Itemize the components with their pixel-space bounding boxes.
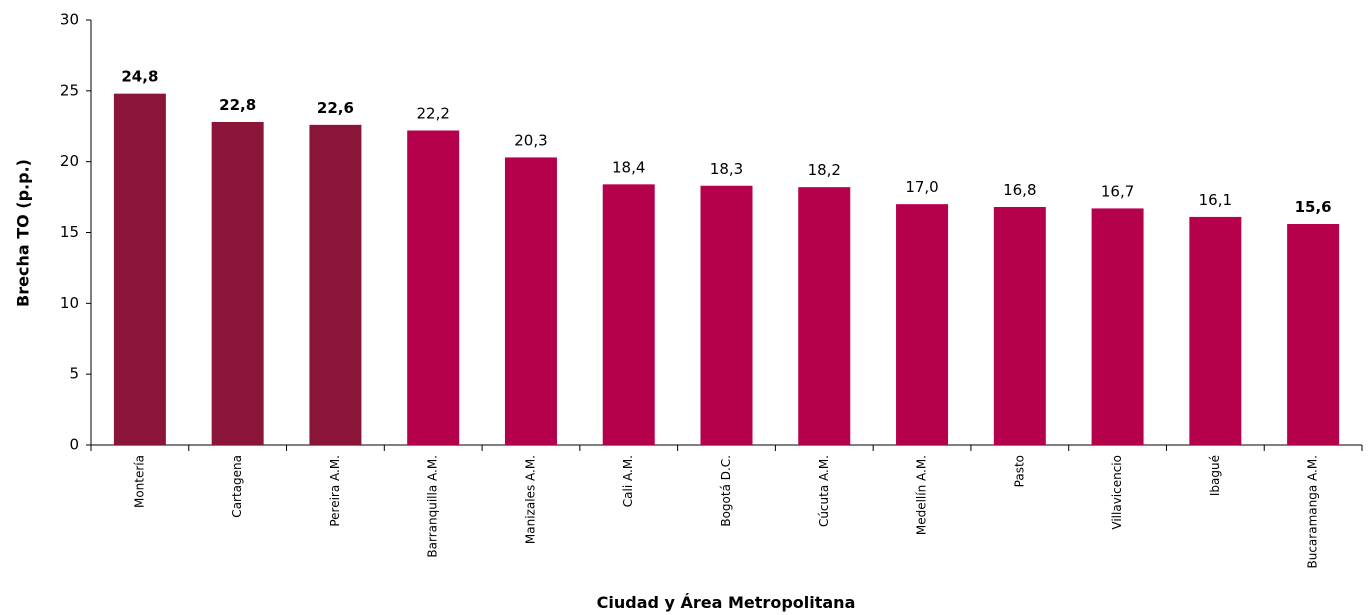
x-tick-label: Manizales A.M. <box>523 455 537 544</box>
y-tick-label: 20 <box>60 152 79 170</box>
x-tick-label: Bogotá D.C. <box>719 455 733 527</box>
bar <box>1189 216 1242 445</box>
y-tick-label: 25 <box>60 81 79 99</box>
x-axis-title: Ciudad y Área Metropolitana <box>597 593 856 612</box>
value-label: 18,4 <box>612 158 645 176</box>
value-label: 17,0 <box>905 178 938 196</box>
value-label: 22,8 <box>219 96 256 114</box>
x-tick-label: Pasto <box>1012 455 1026 487</box>
y-tick-label: 0 <box>69 436 79 454</box>
value-label: 22,2 <box>416 105 449 123</box>
bar <box>407 130 460 445</box>
value-label: 18,2 <box>808 161 841 179</box>
value-label: 24,8 <box>121 68 158 86</box>
bar <box>896 204 949 445</box>
x-tick-label: Pereira A.M. <box>328 455 342 527</box>
value-label: 18,3 <box>710 160 743 178</box>
bar <box>504 157 557 445</box>
x-tick-label: Montería <box>132 455 146 508</box>
bar <box>798 187 851 445</box>
value-label: 22,6 <box>317 99 354 117</box>
x-tick-label: Ibagué <box>1208 455 1222 496</box>
y-tick-label: 5 <box>69 365 79 383</box>
x-tick-label: Cúcuta A.M. <box>817 455 831 527</box>
bar <box>1091 208 1144 445</box>
value-label: 16,1 <box>1199 191 1232 209</box>
x-tick-label: Bucaramanga A.M. <box>1306 455 1320 569</box>
value-label: 20,3 <box>514 131 547 149</box>
y-tick-label: 30 <box>60 11 79 29</box>
bar <box>1287 224 1340 445</box>
value-label: 16,7 <box>1101 182 1134 200</box>
bar <box>993 207 1046 445</box>
y-tick-label: 15 <box>60 223 79 241</box>
value-label: 16,8 <box>1003 181 1036 199</box>
bar <box>309 124 362 445</box>
x-tick-label: Barranquilla A.M. <box>426 455 440 558</box>
x-tick-label: Medellín A.M. <box>915 455 929 535</box>
y-axis-title: Brecha TO (p.p.) <box>14 159 33 307</box>
bar <box>700 185 753 445</box>
x-tick-label: Cartagena <box>230 455 244 518</box>
x-tick-label: Cali A.M. <box>621 455 635 507</box>
y-tick-label: 10 <box>60 294 79 312</box>
bar <box>211 122 264 445</box>
bar <box>113 93 166 446</box>
value-label: 15,6 <box>1295 198 1332 216</box>
x-tick-label: Villavicencio <box>1110 455 1124 530</box>
bar <box>602 184 655 446</box>
